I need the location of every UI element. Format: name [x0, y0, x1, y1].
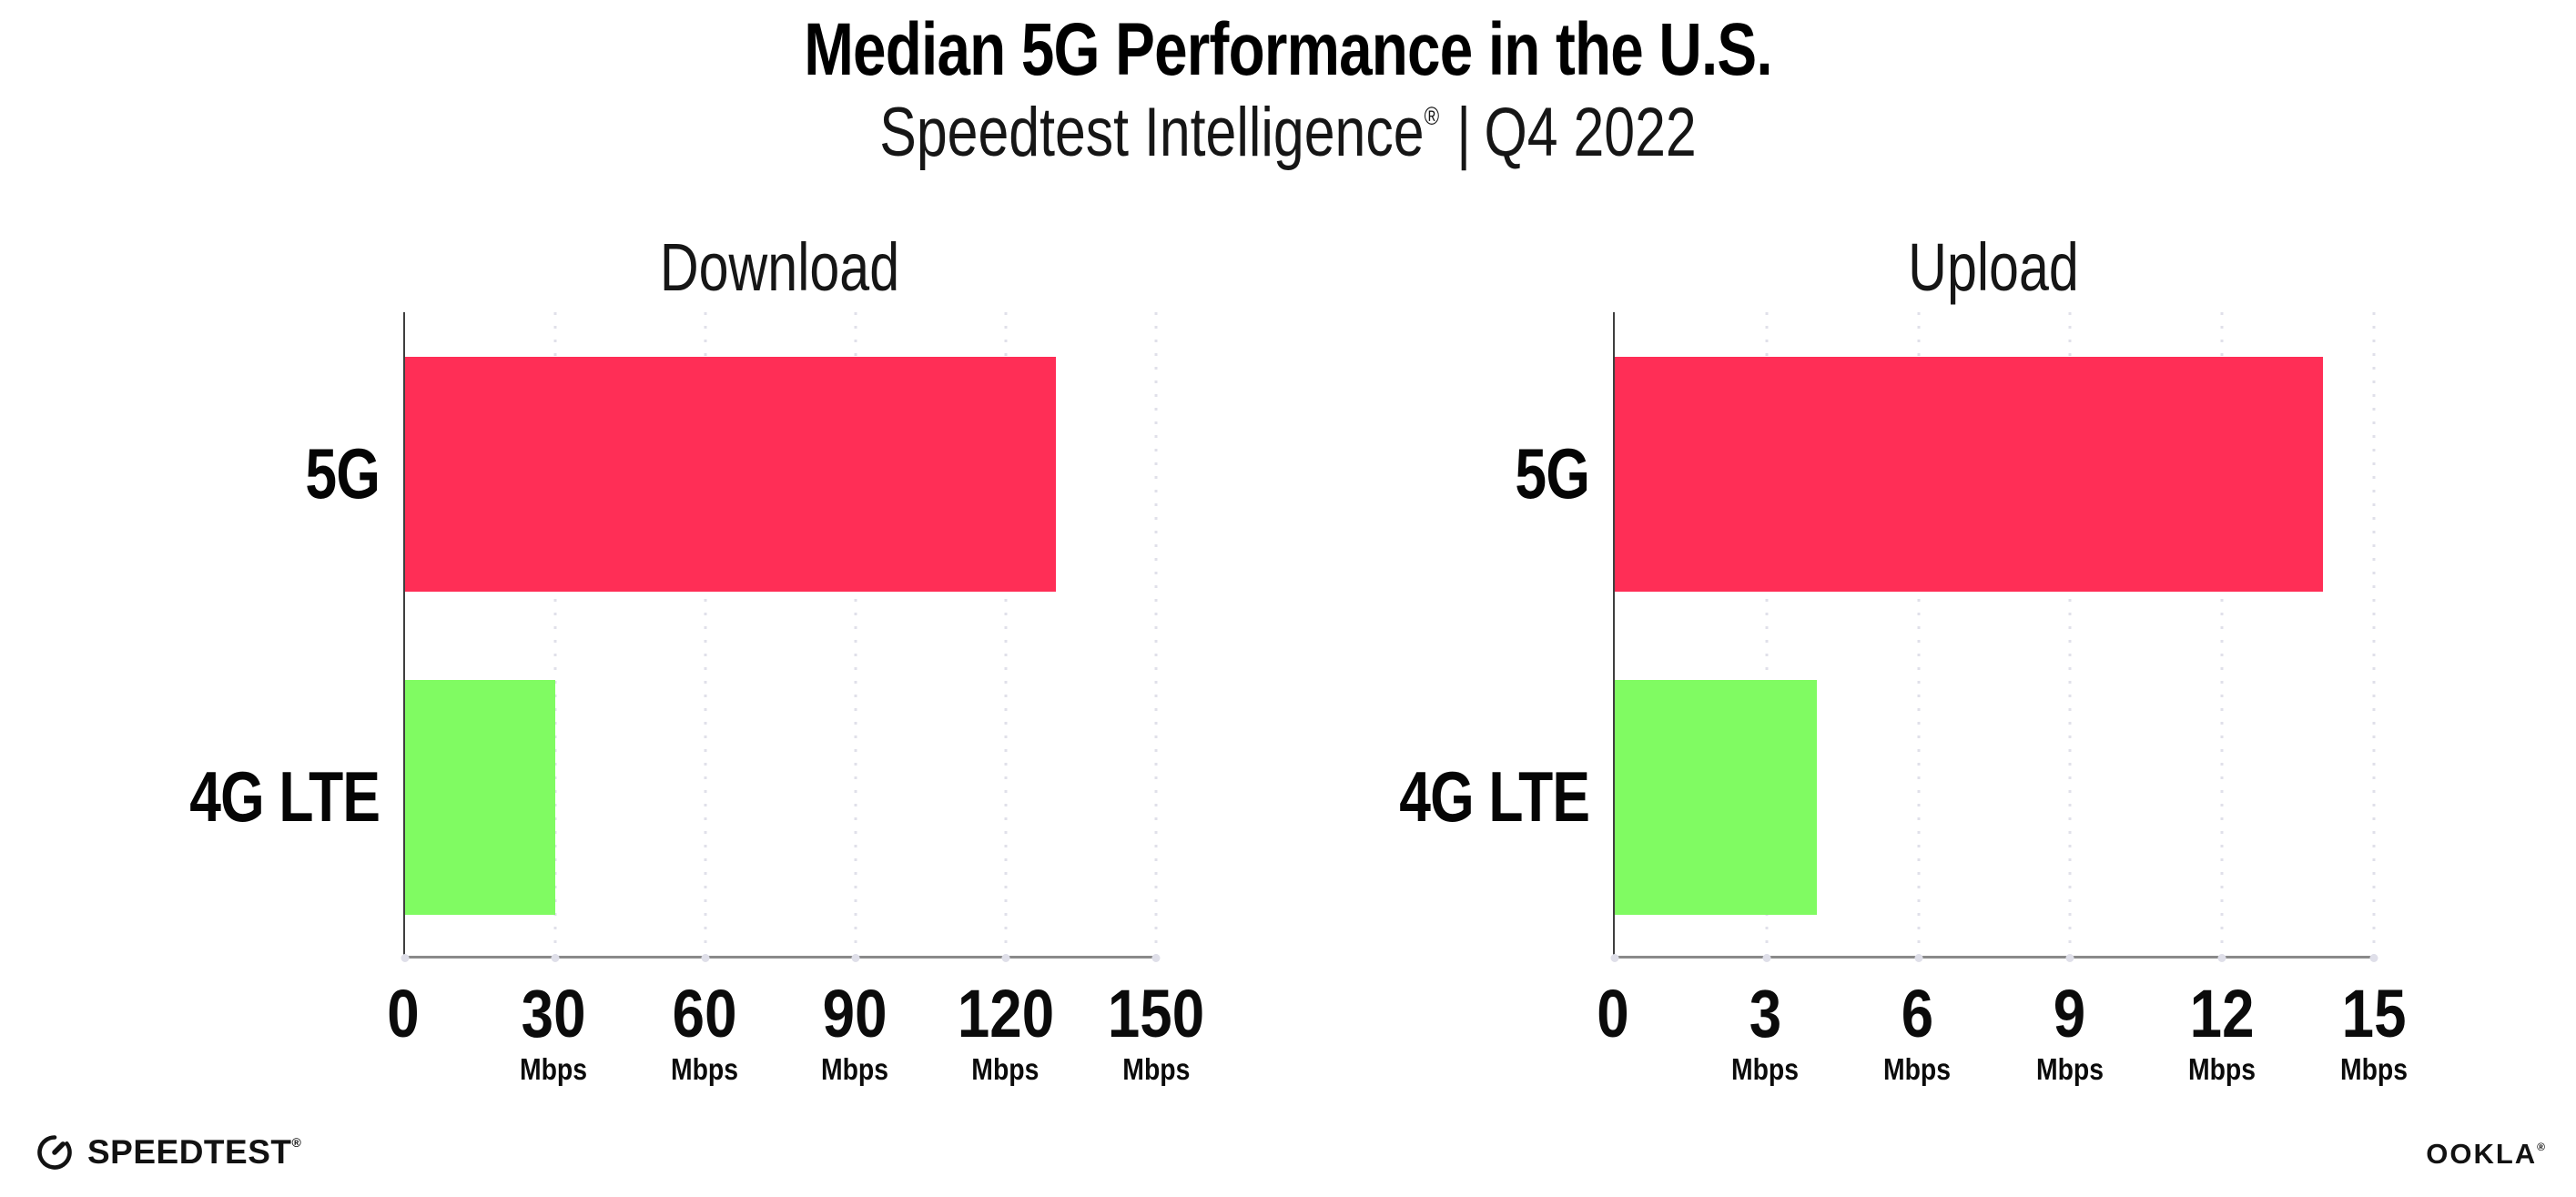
- x-tick-unit: Mbps: [821, 1052, 889, 1086]
- speedtest-wordmark: SPEEDTEST®: [87, 1133, 301, 1172]
- bar-4g-lte: [405, 679, 555, 915]
- gridline-90: [854, 312, 857, 956]
- category-label-text: 5G: [305, 433, 380, 513]
- x-tick-value: 0: [1597, 976, 1629, 1051]
- x-tick-unit: Mbps: [1731, 1052, 1800, 1086]
- gridline-120: [1004, 312, 1008, 956]
- tick-mark-150: [1151, 954, 1161, 962]
- category-label-5g: 5G: [32, 312, 403, 635]
- tick-mark-12: [2217, 954, 2226, 962]
- tick-mark-30: [551, 954, 560, 962]
- bar-5g: [1615, 356, 2324, 592]
- x-tick-unit: Mbps: [2035, 1052, 2104, 1086]
- download-category-labels: 5G 4G LTE: [32, 312, 403, 959]
- tick-mark-120: [1001, 954, 1010, 962]
- gridline-3: [1765, 312, 1769, 956]
- subtitle-period: Q4 2022: [1484, 94, 1697, 172]
- upload-category-labels: 5G 4G LTE: [1242, 312, 1613, 959]
- upload-chart: Upload 5G 4G LTE 0 3 Mbps 6 Mbps 9 Mbps 12 Mbps 15…: [1242, 218, 2408, 1122]
- page-subtitle-text: Speedtest Intelligence® | Q4 2022: [258, 96, 2318, 169]
- page-subtitle: Speedtest Intelligence® | Q4 2022: [0, 96, 2576, 169]
- x-tick-label-12: 12 Mbps: [2183, 980, 2261, 1086]
- download-chart-title-text: Download: [659, 228, 900, 305]
- page-title-text: Median 5G Performance in the U.S.: [804, 8, 1772, 91]
- tick-mark-60: [701, 954, 710, 962]
- x-tick-value: 0: [387, 976, 420, 1051]
- bar-4g-lte: [1615, 679, 1818, 915]
- x-tick-label-0: 0: [384, 980, 421, 1048]
- speedtest-gauge-icon: [37, 1135, 72, 1170]
- x-tick-value: 60: [672, 976, 737, 1051]
- ookla-registered-mark: ®: [2537, 1141, 2547, 1153]
- gridline-12: [2220, 312, 2224, 956]
- category-label-4g-lte: 4G LTE: [32, 635, 403, 959]
- page-title: Median 5G Performance in the U.S.: [0, 8, 2576, 91]
- gridline-30: [553, 312, 557, 956]
- x-tick-unit: Mbps: [971, 1052, 1040, 1086]
- x-tick-label-120: 120 Mbps: [949, 980, 1061, 1086]
- x-tick-unit: Mbps: [1121, 1052, 1191, 1086]
- ookla-logo: OOKLA®: [2426, 1138, 2547, 1171]
- subtitle-divider: |: [1456, 94, 1472, 172]
- category-label-text: 4G LTE: [1399, 756, 1590, 837]
- category-label-text: 5G: [1515, 433, 1589, 513]
- ookla-wordmark-text: OOKLA: [2426, 1138, 2538, 1170]
- x-tick-value: 12: [2189, 976, 2255, 1051]
- download-chart-title: Download: [403, 228, 1156, 312]
- x-tick-unit: Mbps: [2339, 1052, 2409, 1086]
- x-tick-label-3: 3 Mbps: [1726, 980, 1804, 1086]
- upload-chart-title: Upload: [1613, 228, 2374, 312]
- gridline-60: [704, 312, 707, 956]
- category-label-4g-lte: 4G LTE: [1242, 635, 1613, 959]
- tick-mark-3: [1762, 954, 1771, 962]
- x-tick-label-90: 90 Mbps: [816, 980, 894, 1086]
- upload-plot-area: [1610, 312, 2378, 962]
- gridline-150: [1154, 312, 1158, 956]
- bar-5g: [405, 356, 1056, 592]
- x-tick-value: 90: [822, 976, 887, 1051]
- category-label-text: 4G LTE: [189, 756, 380, 837]
- x-tick-value: 6: [1901, 976, 1934, 1051]
- x-tick-label-60: 60 Mbps: [665, 980, 744, 1086]
- x-tick-value: 15: [2341, 976, 2407, 1051]
- x-tick-unit: Mbps: [1883, 1052, 1952, 1086]
- subtitle-brand: Speedtest Intelligence: [879, 94, 1425, 172]
- x-tick-value: 150: [1107, 976, 1205, 1051]
- x-tick-label-6: 6 Mbps: [1878, 980, 1956, 1086]
- x-tick-value: 30: [521, 976, 586, 1051]
- category-label-5g: 5G: [1242, 312, 1613, 635]
- tick-mark-0: [1610, 954, 1619, 962]
- x-tick-label-150: 150 Mbps: [1100, 980, 1212, 1086]
- x-tick-unit: Mbps: [2187, 1052, 2256, 1086]
- download-x-axis-labels: 0 30 Mbps 60 Mbps 90 Mbps 120 Mbps 150 Mbps: [387, 959, 1204, 1122]
- upload-chart-title-text: Upload: [1908, 228, 2079, 305]
- ookla-wordmark: OOKLA®: [2426, 1138, 2547, 1170]
- x-tick-unit: Mbps: [520, 1052, 588, 1086]
- registered-trademark-symbol: ®: [1424, 102, 1440, 131]
- x-tick-label-15: 15 Mbps: [2335, 980, 2413, 1086]
- speedtest-registered-mark: ®: [291, 1135, 302, 1150]
- tick-mark-15: [2369, 954, 2378, 962]
- x-tick-label-30: 30 Mbps: [514, 980, 593, 1086]
- x-tick-label-9: 9 Mbps: [2031, 980, 2109, 1086]
- tick-mark-9: [2065, 954, 2074, 962]
- gridline-9: [2068, 312, 2072, 956]
- gridline-6: [1917, 312, 1921, 956]
- x-tick-unit: Mbps: [670, 1052, 738, 1086]
- x-tick-value: 120: [957, 976, 1054, 1051]
- upload-x-axis-labels: 0 3 Mbps 6 Mbps 9 Mbps 12 Mbps 15 Mbps: [1597, 959, 2408, 1122]
- speedtest-wordmark-text: SPEEDTEST: [87, 1133, 292, 1171]
- gridline-15: [2372, 312, 2376, 956]
- speedtest-logo: SPEEDTEST®: [35, 1132, 301, 1172]
- tick-mark-0: [401, 954, 410, 962]
- x-tick-label-0: 0: [1594, 980, 1631, 1048]
- x-tick-value: 9: [2053, 976, 2086, 1051]
- tick-mark-6: [1914, 954, 1923, 962]
- tick-mark-90: [851, 954, 860, 962]
- download-plot-area: [401, 312, 1161, 962]
- header: Median 5G Performance in the U.S. Speedt…: [0, 0, 2576, 169]
- download-chart: Download 5G 4G LTE 0 30 Mbps 60 Mbps 90 Mbps 120…: [32, 218, 1204, 1122]
- x-tick-value: 3: [1749, 976, 1781, 1051]
